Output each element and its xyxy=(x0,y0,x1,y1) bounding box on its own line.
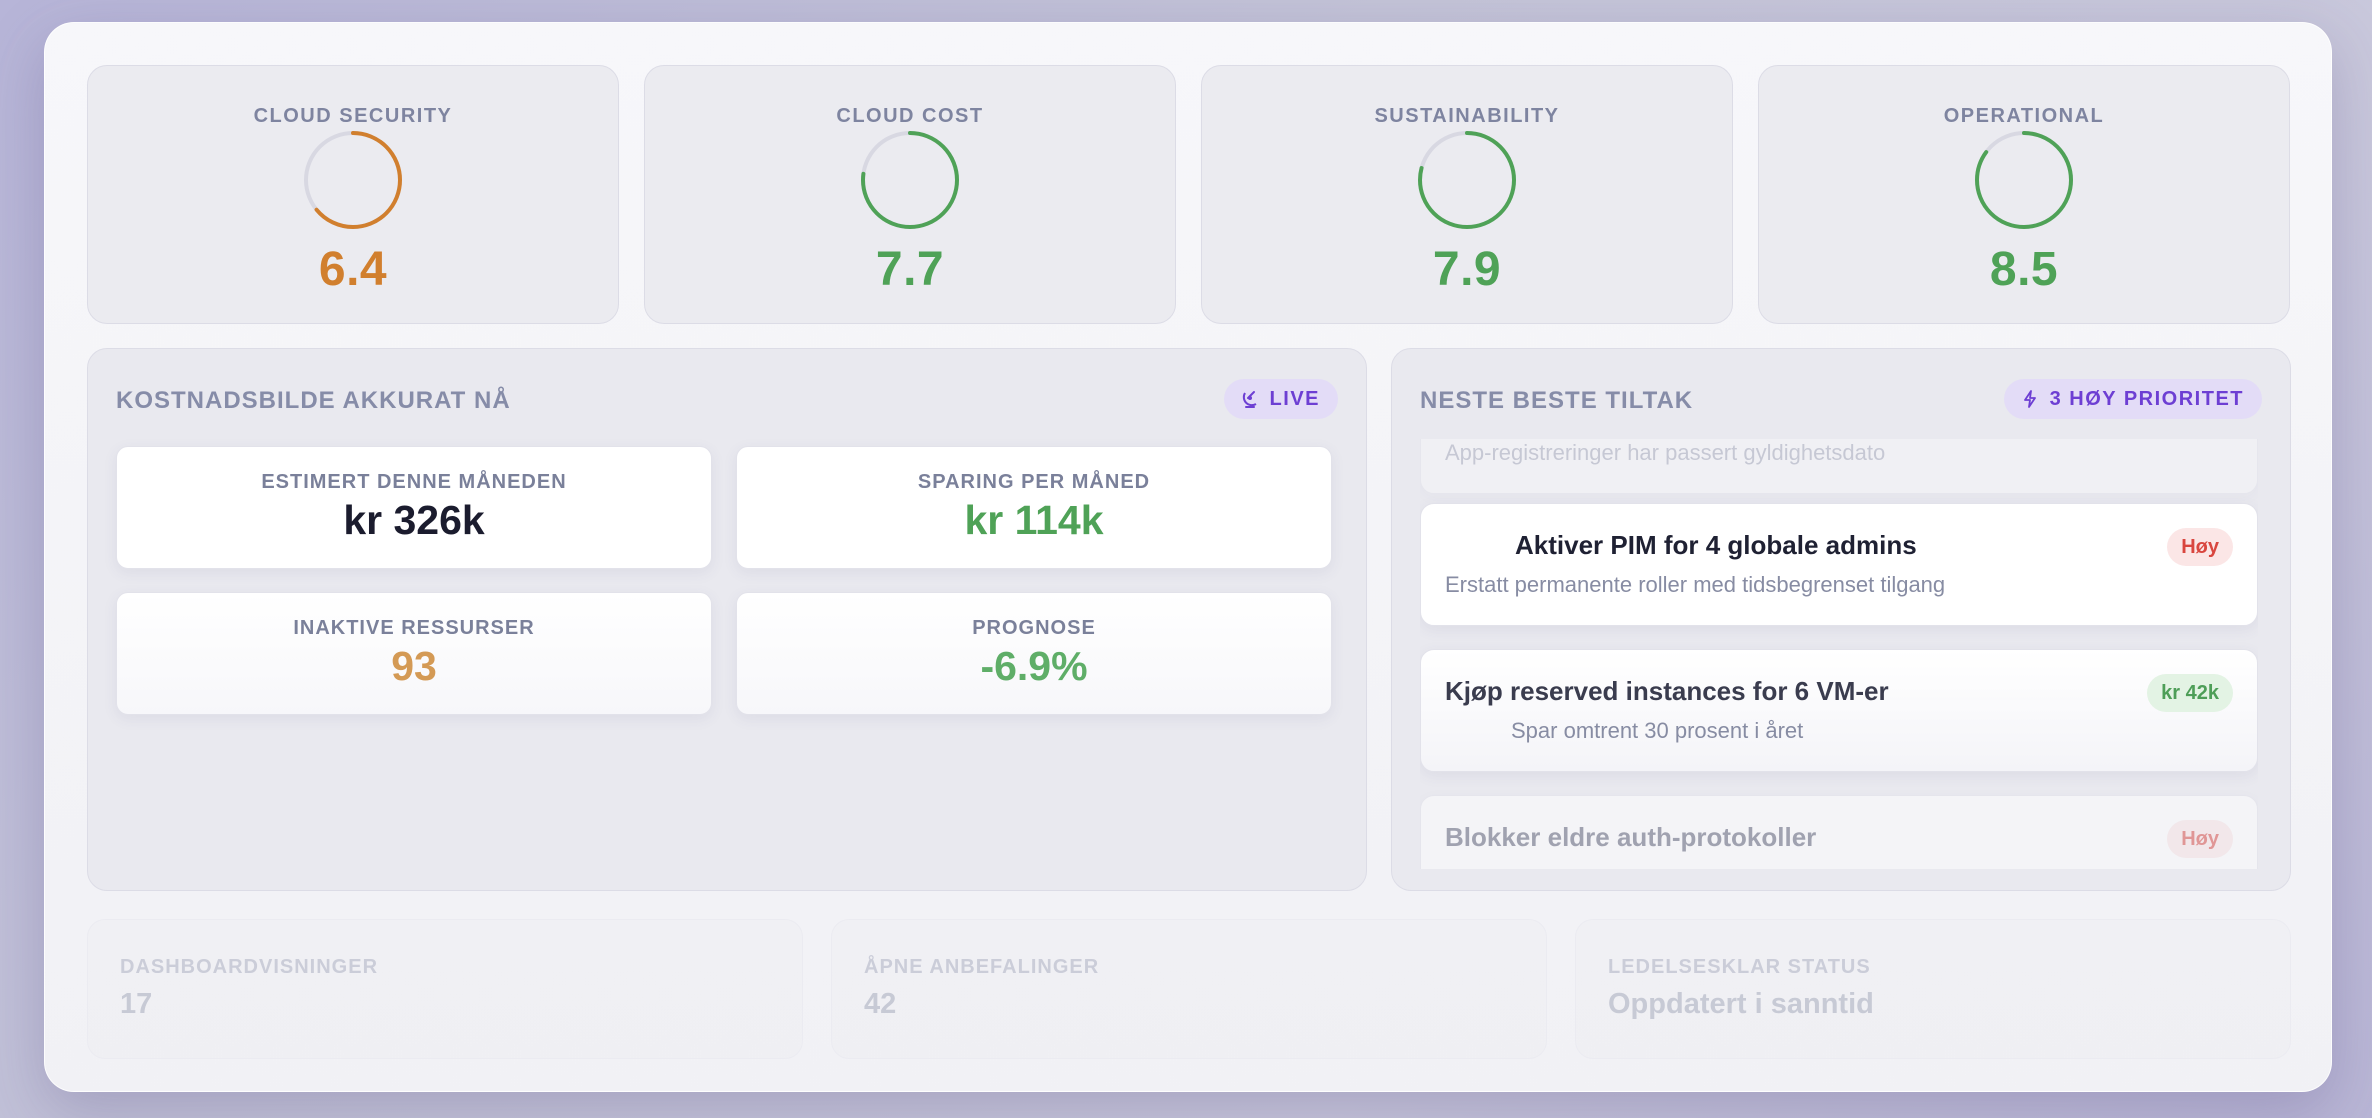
score-title: CLOUD COST xyxy=(836,105,984,127)
cost-panel-title: KOSTNADSBILDE AKKURAT NÅ xyxy=(116,387,511,414)
stat-label: PROGNOSE xyxy=(972,617,1096,639)
score-ring-arc xyxy=(1975,131,2073,229)
score-ring-arc xyxy=(861,131,959,229)
stat-value: -6.9% xyxy=(980,643,1088,689)
satellite-icon xyxy=(1242,391,1257,408)
score-ring-arc xyxy=(304,131,402,229)
score-title: CLOUD SECURITY xyxy=(253,105,453,127)
savings-badge: kr 42k xyxy=(2147,674,2233,712)
action-subtitle: App-registreringer har passert gyldighet… xyxy=(1445,440,1886,465)
action-list[interactable]: App-registreringer har passert gyldighet… xyxy=(1420,439,2258,869)
dashboard-window: CLOUD SECURITY 6.4 CLOUD COST 7.7 SUSTAI… xyxy=(44,22,2332,1092)
action-item-enable-pim[interactable]: Aktiver PIM for 4 globale admins Erstatt… xyxy=(1420,503,2258,626)
score-value: 7.9 xyxy=(1432,243,1502,296)
score-ring-arc xyxy=(1418,131,1516,229)
score-card-sustainability[interactable]: SUSTAINABILITY 7.9 xyxy=(1201,65,1733,324)
priority-high-badge: Høy xyxy=(2167,528,2233,566)
live-label: LIVE xyxy=(1269,387,1320,410)
action-subtitle: Spar omtrent 30 prosent i året xyxy=(1511,718,1804,743)
action-item-reserved-instances[interactable]: Kjøp reserved instances for 6 VM-er Spar… xyxy=(1420,649,2258,772)
priority-badge[interactable]: 3 HØY PRIORITET xyxy=(2003,379,2262,419)
stat-value: kr 326k xyxy=(343,497,485,543)
score-ring xyxy=(1418,131,1516,229)
stat-label: INAKTIVE RESSURSER xyxy=(293,617,535,639)
stat-label: ESTIMERT DENNE MÅNEDEN xyxy=(261,471,567,493)
score-card-operational[interactable]: OPERATIONAL 8.5 xyxy=(1758,65,2290,324)
score-value: 7.7 xyxy=(875,243,945,296)
bottom-label: DASHBOARDVISNINGER xyxy=(120,956,379,978)
stat-savings-month[interactable]: SPARING PER MÅNED kr 114k xyxy=(736,446,1332,569)
score-title: OPERATIONAL xyxy=(1943,105,2105,127)
stat-value: 93 xyxy=(391,643,437,689)
bottom-value: 17 xyxy=(120,988,153,1020)
score-ring xyxy=(304,131,402,229)
lightning-icon xyxy=(2023,390,2036,408)
stat-value: kr 114k xyxy=(964,497,1104,543)
bottom-card-open-recommendations[interactable]: ÅPNE ANBEFALINGER 42 xyxy=(831,919,1547,1059)
action-title: Aktiver PIM for 4 globale admins xyxy=(1515,530,1917,560)
cost-panel: KOSTNADSBILDE AKKURAT NÅ LIVE ESTIMERT D… xyxy=(87,348,1367,891)
live-badge[interactable]: LIVE xyxy=(1223,379,1338,419)
action-title: Kjøp reserved instances for 6 VM-er xyxy=(1445,676,1889,706)
score-ring xyxy=(861,131,959,229)
score-value: 8.5 xyxy=(1989,243,2059,296)
score-value: 6.4 xyxy=(318,243,388,296)
stat-forecast[interactable]: PROGNOSE -6.9% xyxy=(736,592,1332,715)
stat-estimated-month[interactable]: ESTIMERT DENNE MÅNEDEN kr 326k xyxy=(116,446,712,569)
actions-panel: NESTE BESTE TILTAK 3 HØY PRIORITET App-r… xyxy=(1391,348,2291,891)
action-item-block-legacy-auth[interactable]: Blokker eldre auth-protokoller Høy xyxy=(1420,795,2258,869)
priority-high-badge: Høy xyxy=(2167,820,2233,858)
score-title: SUSTAINABILITY xyxy=(1374,105,1560,127)
action-item-expired-apps[interactable]: App-registreringer har passert gyldighet… xyxy=(1420,439,2258,494)
score-card-cloud-cost[interactable]: CLOUD COST 7.7 xyxy=(644,65,1176,324)
bottom-card-leadership-status[interactable]: LEDELSESKLAR STATUS Oppdatert i sanntid xyxy=(1575,919,2291,1059)
action-subtitle: Erstatt permanente roller med tidsbegren… xyxy=(1445,572,1946,597)
bottom-value: Oppdatert i sanntid xyxy=(1608,988,1874,1020)
bottom-label: ÅPNE ANBEFALINGER xyxy=(864,956,1100,978)
stat-inactive-resources[interactable]: INAKTIVE RESSURSER 93 xyxy=(116,592,712,715)
score-ring xyxy=(1975,131,2073,229)
stat-label: SPARING PER MÅNED xyxy=(917,471,1151,493)
bottom-card-dashboard-views[interactable]: DASHBOARDVISNINGER 17 xyxy=(87,919,803,1059)
bottom-value: 42 xyxy=(864,988,897,1020)
actions-panel-title: NESTE BESTE TILTAK xyxy=(1420,387,1694,414)
action-title: Blokker eldre auth-protokoller xyxy=(1445,822,1817,852)
priority-label: 3 HØY PRIORITET xyxy=(2049,387,2244,410)
bottom-label: LEDELSESKLAR STATUS xyxy=(1608,956,1871,978)
score-card-cloud-security[interactable]: CLOUD SECURITY 6.4 xyxy=(87,65,619,324)
